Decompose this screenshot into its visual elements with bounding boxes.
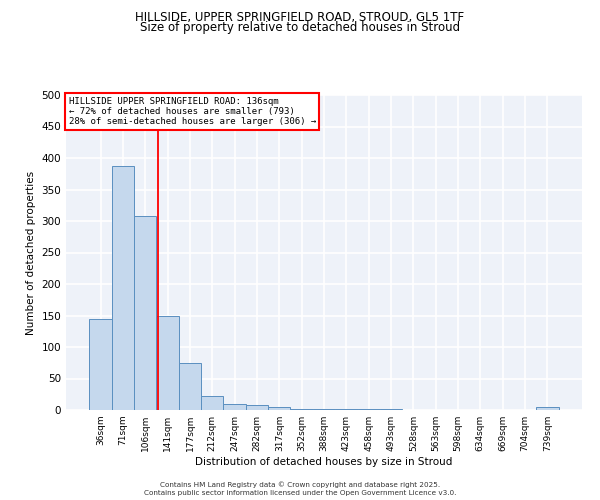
Bar [268,407,290,410]
Bar [179,363,201,410]
Text: Contains public sector information licensed under the Open Government Licence v3: Contains public sector information licen… [144,490,456,496]
Y-axis label: Number of detached properties: Number of detached properties [26,170,36,334]
Text: HILLSIDE UPPER SPRINGFIELD ROAD: 136sqm
← 72% of detached houses are smaller (79: HILLSIDE UPPER SPRINGFIELD ROAD: 136sqm … [68,96,316,126]
Bar [313,408,335,410]
Text: Size of property relative to detached houses in Stroud: Size of property relative to detached ho… [140,21,460,34]
Bar [157,316,179,410]
Bar [536,407,559,410]
Text: HILLSIDE, UPPER SPRINGFIELD ROAD, STROUD, GL5 1TF: HILLSIDE, UPPER SPRINGFIELD ROAD, STROUD… [136,11,464,24]
Bar [335,408,358,410]
Bar [223,404,246,410]
X-axis label: Distribution of detached houses by size in Stroud: Distribution of detached houses by size … [196,457,452,467]
Bar [201,396,223,410]
Bar [112,166,134,410]
Bar [134,216,157,410]
Text: Contains HM Land Registry data © Crown copyright and database right 2025.: Contains HM Land Registry data © Crown c… [160,481,440,488]
Bar [290,408,313,410]
Bar [89,318,112,410]
Bar [246,405,268,410]
